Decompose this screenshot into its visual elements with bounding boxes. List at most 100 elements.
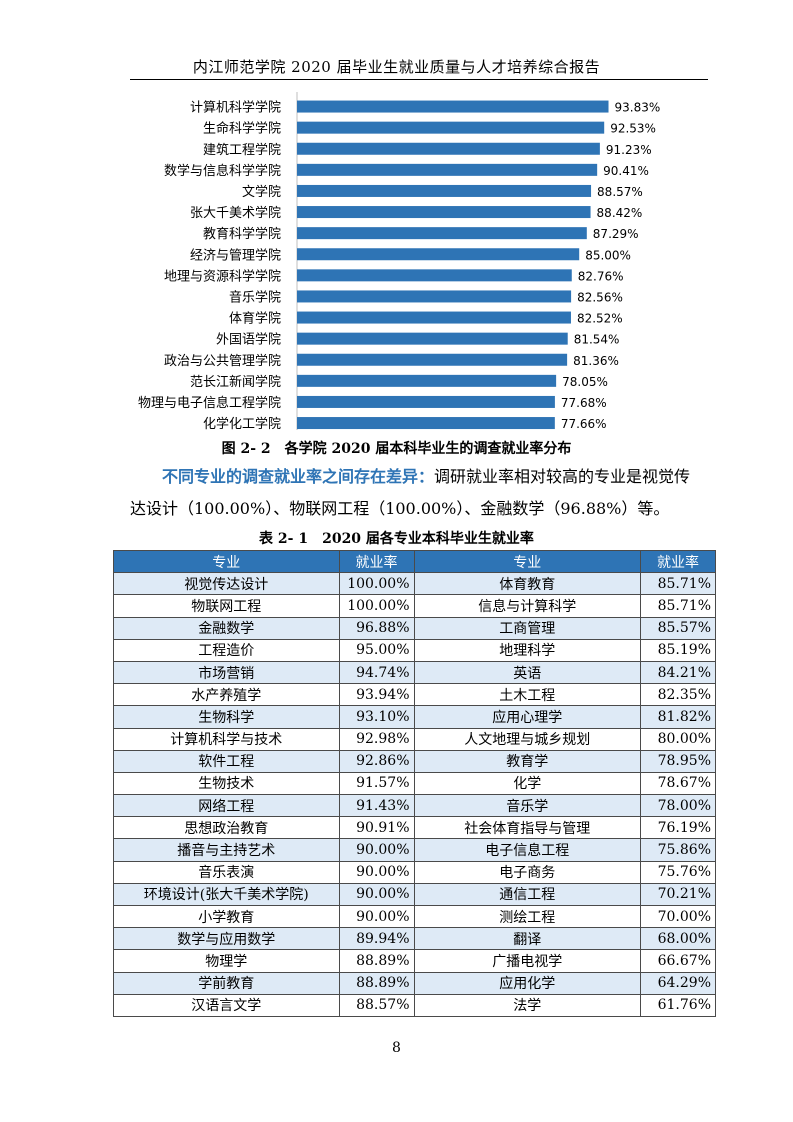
rate-cell: 93.94% [338,683,415,707]
bar [297,184,592,197]
table-row: 生物技术 91.57% 化学 78.67% [113,771,716,796]
rate-cell: 90.00% [338,904,415,929]
rate-cell: 92.98% [338,727,415,751]
header-major-2: 专业 [413,549,642,574]
rate-cell: 90.00% [338,860,415,884]
rate-cell: 85.57% [640,616,716,640]
rate-cell: 96.88% [338,616,415,640]
bar [297,100,609,113]
paragraph-line-2: 达设计（100.00%）、物联网工程（100.00%）、金融数学（96.88%）… [130,499,670,518]
major-cell: 播音与主持艺术 [113,838,340,862]
rate-cell: 76.19% [640,816,716,840]
table-row: 计算机科学与技术 92.98% 人文地理与城乡规划 80.00% [113,727,716,751]
bar [297,163,598,176]
major-cell: 教育学 [413,749,642,773]
value-label: 88.57% [597,185,643,199]
major-cell: 工程造价 [113,638,340,662]
value-label: 81.54% [574,333,620,347]
category-label: 教育科学学院 [203,226,281,242]
major-cell: 电子商务 [413,860,642,884]
rate-cell: 78.67% [640,771,716,796]
table-row: 水产养殖学 93.94% 土木工程 82.35% [113,683,716,707]
major-cell: 应用心理学 [413,705,642,729]
major-cell: 数学与应用数学 [113,927,340,951]
value-label: 92.53% [610,122,656,136]
major-cell: 市场营销 [113,660,340,685]
major-cell: 软件工程 [113,749,340,773]
bar [297,121,605,134]
rate-cell: 92.86% [338,749,415,773]
table-row: 环境设计(张大千美术学院) 90.00% 通信工程 70.21% [113,882,716,907]
major-cell: 生物科学 [113,705,340,729]
rate-cell: 70.21% [640,882,716,907]
major-cell: 金融数学 [113,616,340,640]
header-rate-2: 就业率 [640,549,716,574]
rate-cell: 68.00% [640,927,716,951]
table-row: 音乐表演 90.00% 电子商务 75.76% [113,860,716,884]
rate-cell: 78.00% [640,794,716,818]
category-label: 地理与资源科学学院 [164,268,281,284]
value-label: 78.05% [562,375,608,389]
major-cell: 测绘工程 [413,904,642,929]
bar [297,227,587,240]
major-cell: 土木工程 [413,683,642,707]
major-cell: 汉语言文学 [113,993,340,1017]
header-major-1: 专业 [113,549,340,574]
table-row: 金融数学 96.88% 工商管理 85.57% [113,616,716,640]
bar [297,417,555,430]
bar [297,269,572,282]
rate-cell: 88.89% [338,949,415,973]
major-cell: 小学教育 [113,904,340,929]
bar [297,332,568,345]
value-label: 90.41% [603,164,649,178]
major-cell: 翻译 [413,927,642,951]
category-label: 计算机科学学院 [190,100,281,116]
major-cell: 广播电视学 [413,949,642,973]
category-label: 建筑工程学院 [203,142,281,158]
value-label: 87.29% [593,227,639,241]
table-row: 市场营销 94.74% 英语 84.21% [113,660,716,685]
bar [297,311,571,324]
value-label: 77.66% [561,417,607,431]
rate-cell: 70.00% [640,904,716,929]
major-cell: 通信工程 [413,882,642,907]
paragraph-line-1: 不同专业的调查就业率之间存在差异：调研就业率相对较高的专业是视觉传 [130,460,720,494]
value-label: 85.00% [585,248,631,262]
majors-employment-table: 专业 就业率 专业 就业率 视觉传达设计 100.00% 体育教育 85.71% 物联网… [113,549,716,1017]
table-row: 软件工程 92.86% 教育学 78.95% [113,749,716,773]
major-cell: 生物技术 [113,771,340,796]
table-row: 汉语言文学 88.57% 法学 61.76% [113,993,716,1017]
rate-cell: 94.74% [338,660,415,685]
bar [297,374,557,387]
bar [297,395,555,408]
table-row: 网络工程 91.43% 音乐学 78.00% [113,794,716,818]
category-label: 音乐学院 [229,289,281,305]
rate-cell: 75.76% [640,860,716,884]
major-cell: 视觉传达设计 [113,572,340,596]
category-label: 数学与信息科学学院 [164,163,281,179]
header-rate-1: 就业率 [338,549,415,574]
table-row: 物理学 88.89% 广播电视学 66.67% [113,949,716,973]
value-label: 81.36% [573,354,619,368]
table-row: 生物科学 93.10% 应用心理学 81.82% [113,705,716,729]
bar [297,290,572,303]
major-cell: 人文地理与城乡规划 [413,727,642,751]
category-label: 体育学院 [229,311,281,327]
bar [297,142,600,155]
bar [297,206,591,219]
major-cell: 学前教育 [113,971,340,995]
page-header-title: 内江师范学院 2020 届毕业生就业质量与人才培养综合报告 [192,58,601,76]
category-label: 文学院 [242,184,281,200]
major-cell: 化学 [413,771,642,796]
major-cell: 思想政治教育 [113,816,340,840]
major-cell: 社会体育指导与管理 [413,816,642,840]
value-label: 93.83% [615,101,661,115]
category-label: 范长江新闻学院 [190,374,281,390]
rate-cell: 90.91% [338,816,415,840]
rate-cell: 91.43% [338,794,415,818]
rate-cell: 95.00% [338,638,415,662]
rate-cell: 75.86% [640,838,716,862]
rate-cell: 91.57% [338,771,415,796]
major-cell: 应用化学 [413,971,642,995]
major-cell: 水产养殖学 [113,683,340,707]
